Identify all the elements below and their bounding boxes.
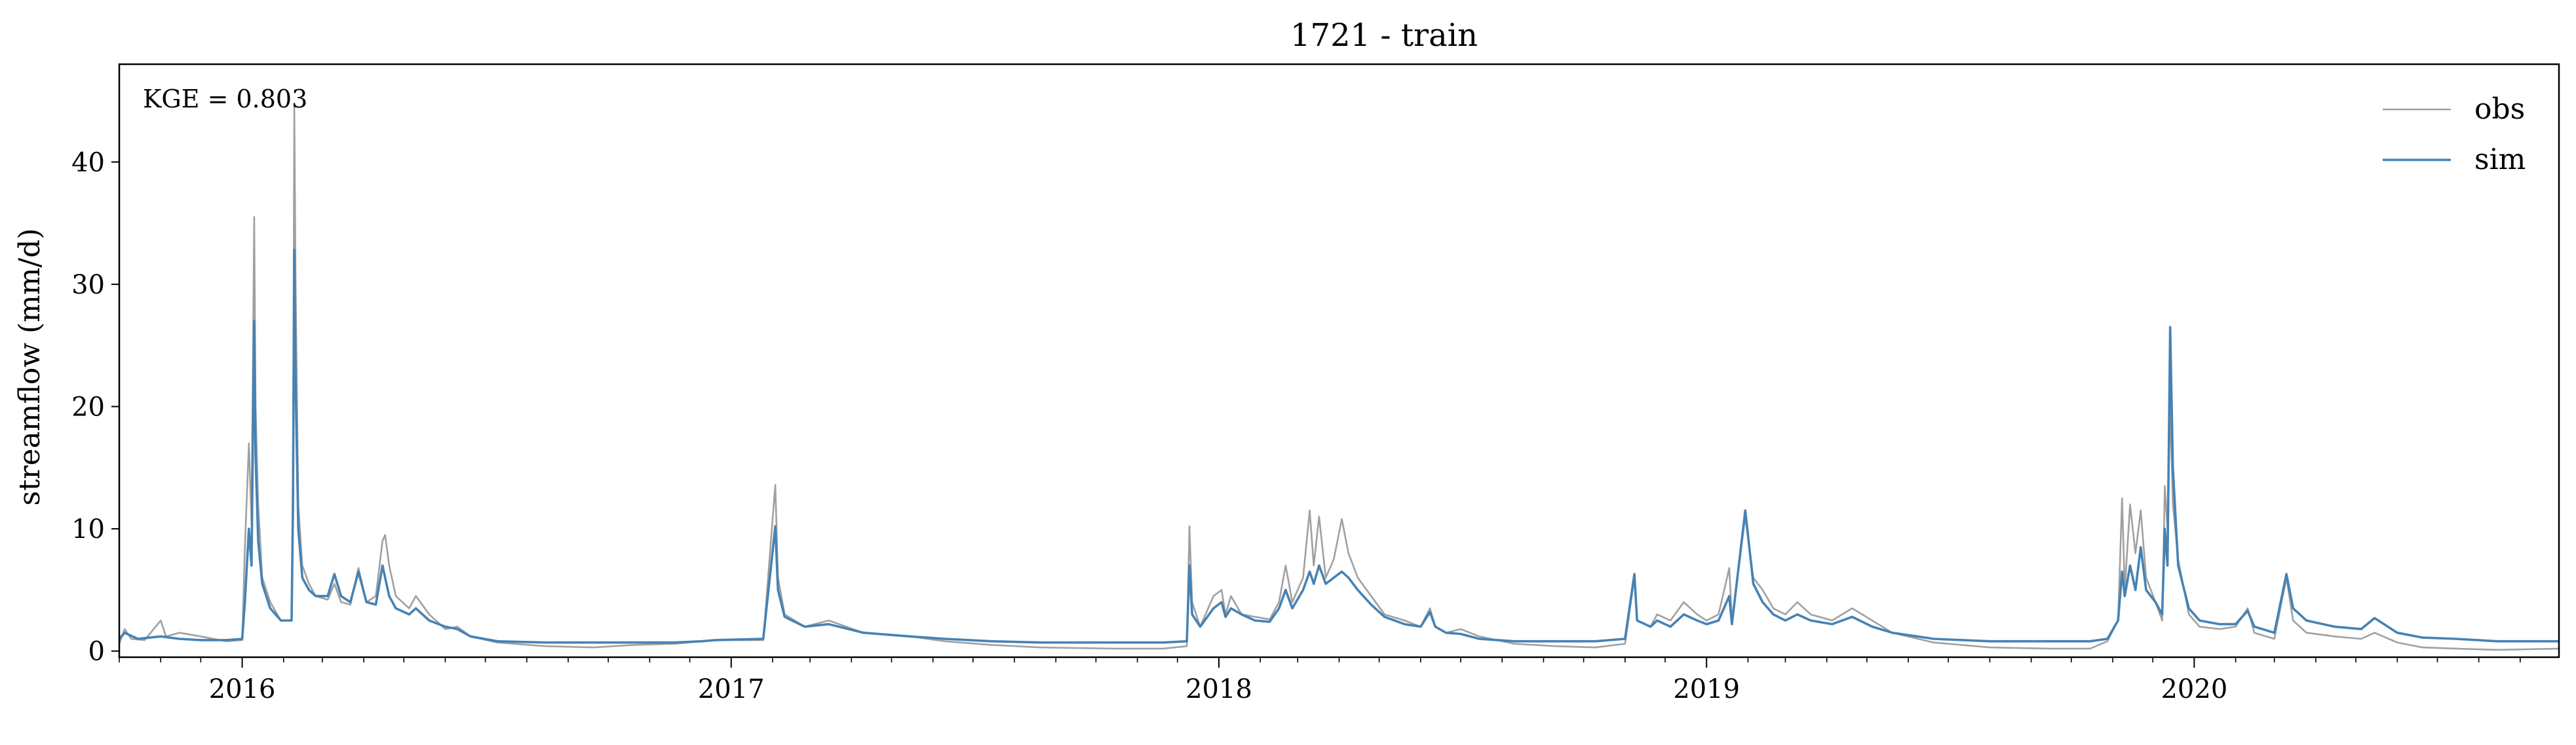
series-line-sim [118, 248, 2559, 644]
y-axis-label: streamflow (mm/d) [13, 228, 47, 506]
x-tick-label: 2017 [698, 674, 765, 704]
series-line-obs [118, 106, 2560, 651]
plot-frame [118, 63, 2560, 659]
legend: obs sim [2383, 92, 2526, 176]
y-tick-label: 40 [71, 147, 105, 178]
plot-area [118, 106, 2560, 651]
x-tick-label: 2020 [2161, 674, 2227, 704]
y-tick-label: 10 [71, 514, 105, 544]
legend-label-obs: obs [2474, 92, 2525, 126]
kge-annotation: KGE = 0.803 [143, 85, 307, 113]
y-axis: 0 10 20 30 40 [71, 147, 119, 667]
y-tick-label: 30 [71, 270, 105, 300]
y-tick-label: 0 [88, 637, 105, 667]
x-tick-label: 2019 [1673, 674, 1740, 704]
x-tick-label: 2018 [1185, 674, 1252, 704]
y-tick-label: 20 [71, 392, 105, 422]
legend-label-sim: sim [2474, 143, 2526, 176]
x-tick-label: 2016 [209, 674, 276, 704]
x-axis: 2016 2017 2018 2019 2020 [119, 657, 2521, 704]
chart-title: 1721 - train [1290, 17, 1478, 54]
